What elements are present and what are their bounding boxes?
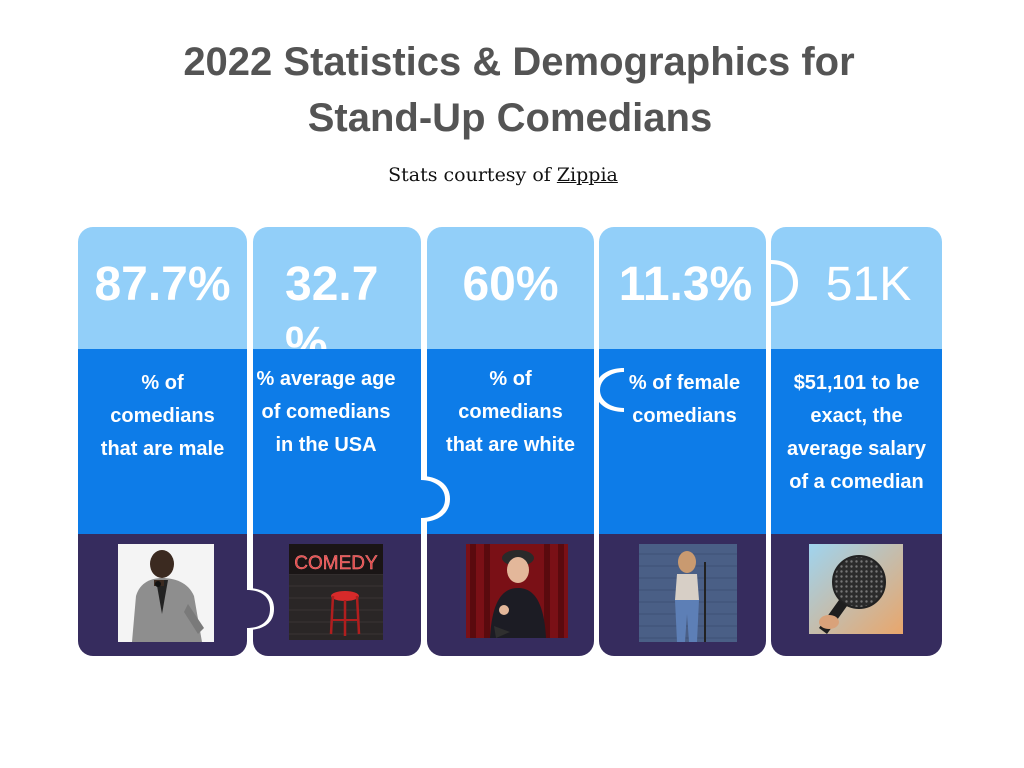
stat-card-male: 87.7% % of comedians that are male [78,227,247,656]
subtitle-prefix: Stats courtesy of [388,164,551,186]
puzzle-knob-icon [244,586,278,632]
microphone-photo [809,544,903,634]
stat-card-salary: 51K $51,101 to be exact, the average sal… [771,227,942,656]
stat-card-top: 51K [771,227,942,349]
title-line-2: Stand-Up Comedians [307,96,713,140]
female-comedian-photo [639,544,737,642]
stat-description: % of comedians that are male [100,372,225,460]
stat-card-top: 60% [427,227,594,349]
stat-card-middle: % of female comedians [599,349,766,534]
stat-description: $51,101 to be exact, the average salary … [786,372,926,493]
stat-card-top: 87.7% [78,227,247,349]
stat-card-middle: % of comedians that are white [427,349,594,534]
subtitle: Stats courtesy of Zippia [0,164,1006,186]
zippia-link[interactable]: Zippia [556,164,618,186]
stat-card-middle: % of comedians that are male [78,349,247,534]
stat-value: 87.7% [94,258,231,311]
stat-value: 60% [462,258,559,311]
title-line-1: 2022 Statistics & Demographics for [183,40,855,84]
stat-description: % of comedians that are white [446,368,575,456]
stat-card-middle: % average age of comedians in the USA [253,349,421,534]
stat-card-middle: $51,101 to be exact, the average salary … [771,349,942,534]
comedy-sign-stool-photo: COMEDY [289,544,383,640]
comedian-on-stage-photo [466,544,568,638]
puzzle-knob-icon [765,258,801,308]
puzzle-knob-icon [417,474,453,524]
stat-value: 51K [825,258,912,311]
stat-description: % average age of comedians in the USA [256,368,396,456]
stat-card-age: 32.7 % % average age of comedians in the… [253,227,421,656]
comedy-sign-text: COMEDY [294,553,378,574]
stat-card-top: 32.7 % [253,227,421,371]
stat-card-top: 11.3% [599,227,766,349]
stat-value: 11.3% [618,258,753,311]
page-title: 2022 Statistics & Demographics for Stand… [0,34,1024,146]
male-comedian-photo [118,544,214,642]
puzzle-knob-icon [592,366,626,414]
stat-description: % of female comedians [628,372,741,427]
